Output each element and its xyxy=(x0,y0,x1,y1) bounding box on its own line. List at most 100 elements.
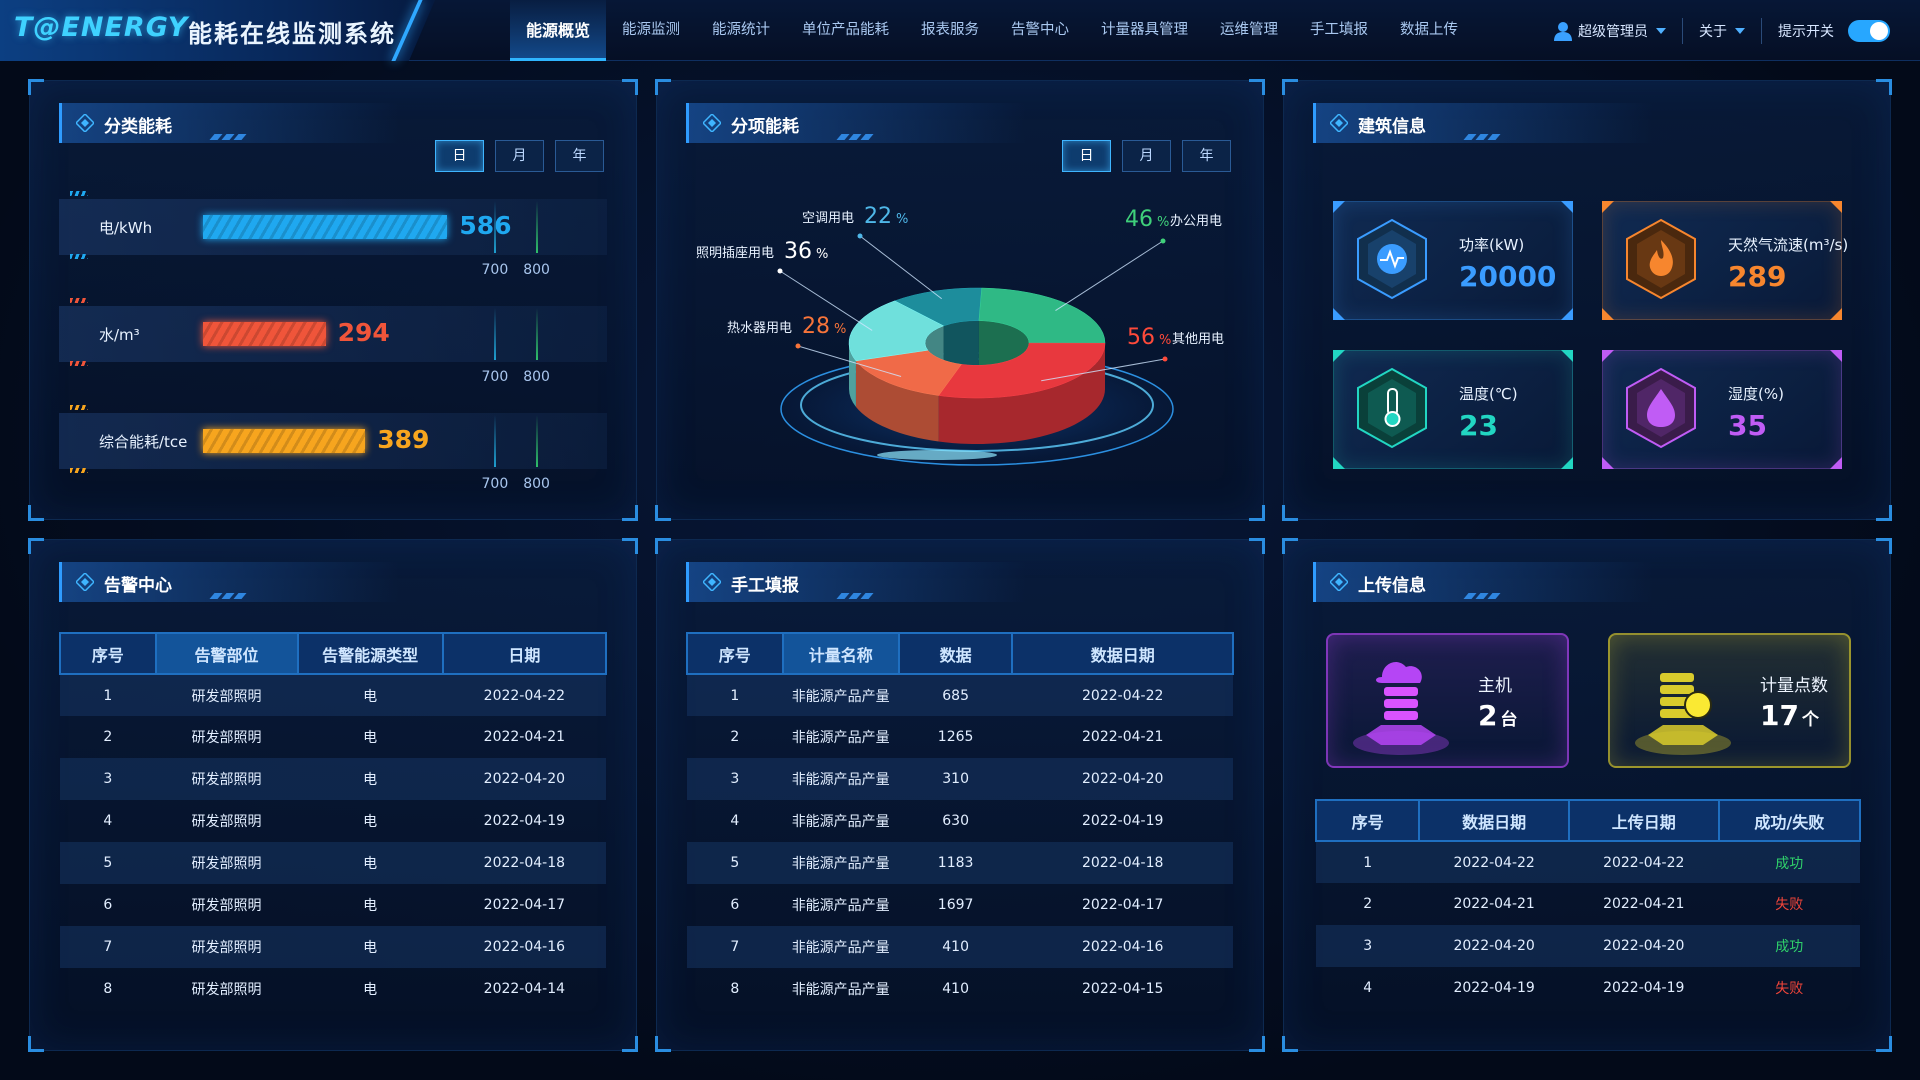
card-label: 功率(kW) xyxy=(1459,236,1525,254)
period-button[interactable]: 日 xyxy=(1062,140,1111,172)
table-cell: 2022-04-22 xyxy=(1568,841,1719,883)
title-stripe xyxy=(1487,593,1501,599)
table-cell: 研发部照明 xyxy=(191,898,262,914)
card-corner xyxy=(1830,350,1842,362)
period-button[interactable]: 年 xyxy=(1182,140,1231,172)
stack xyxy=(1660,673,1694,682)
table-cell: 电 xyxy=(363,814,378,830)
user-menu[interactable]: 超级管理员 xyxy=(1578,21,1666,41)
title-icon xyxy=(76,114,94,132)
corner-bracket xyxy=(1282,79,1298,95)
table-cell: 非能源产品产量 xyxy=(791,814,890,830)
table-body: 1 非能源产品产量 685 2022-04-22 2 非能源产品产量 1265 2022-04… xyxy=(687,674,1233,1010)
table-cell: 2022-04-20 xyxy=(1568,925,1719,967)
corner-bracket xyxy=(622,505,638,521)
glyph xyxy=(1380,249,1404,269)
table-cell: 成功 xyxy=(1718,841,1860,883)
caret xyxy=(1656,27,1666,34)
category-label: 水/m³ xyxy=(99,326,140,344)
table-cell: 研发部照明 xyxy=(155,674,298,716)
panel-title-bar: 分类能耗 xyxy=(59,103,399,143)
table-cell: 8 xyxy=(730,981,740,997)
upload-icon xyxy=(1353,662,1449,755)
column-header: 上传日期 xyxy=(1567,799,1720,842)
panel: 告警中心 序号 告警部位 告警能源类型 日期 1 研发部照明电 2022-04-22 2 研发部照… xyxy=(28,538,638,1052)
slice-unit: % xyxy=(834,322,846,337)
card-value-group: 17 个 xyxy=(1760,699,1819,732)
diamond xyxy=(1330,573,1348,591)
table-cell: 4 xyxy=(103,813,113,829)
title-stripe xyxy=(233,593,247,599)
title-icon xyxy=(1330,573,1348,591)
leader-line xyxy=(1041,358,1166,382)
about-menu[interactable]: 关于 xyxy=(1699,21,1745,41)
corner-bracket xyxy=(28,505,44,521)
nav-item[interactable]: 运维管理 xyxy=(1220,22,1279,38)
hexagon-inner xyxy=(1368,379,1416,437)
panel: 分类能耗日月年电/kWh 586 700 800 水/m³ 294 700 800 综合能耗/t… xyxy=(28,79,638,521)
tick-line xyxy=(493,201,496,253)
period-button[interactable]: 年 xyxy=(555,140,604,172)
period-button[interactable]: 月 xyxy=(495,140,544,172)
slice-unit: % xyxy=(1159,333,1171,348)
diamond xyxy=(703,114,721,132)
table-cell: 1 xyxy=(1316,841,1420,883)
column-header: 数据日期 xyxy=(1011,632,1234,675)
nav-item[interactable]: 手工填报 xyxy=(1310,22,1369,38)
card-value: 289 xyxy=(1728,260,1787,293)
table-cell: 2022-04-21 xyxy=(1082,729,1164,745)
period-button[interactable]: 月 xyxy=(1122,140,1171,172)
table-cell: 4 xyxy=(1363,980,1373,996)
card-corner xyxy=(1561,201,1573,213)
table-cell: 研发部照明 xyxy=(155,926,298,968)
table-cell: 3 xyxy=(1316,925,1420,967)
upload-icon xyxy=(1635,673,1731,755)
leader-dot xyxy=(1160,238,1166,244)
period-button[interactable]: 日 xyxy=(435,140,484,172)
table-cell: 2022-04-22 xyxy=(442,674,606,716)
table-cell: 410 xyxy=(942,981,969,997)
nav-item[interactable]: 能源统计 xyxy=(712,22,771,38)
corner-bracket xyxy=(28,538,44,554)
server xyxy=(1384,687,1418,696)
nav-item[interactable]: 计量器具管理 xyxy=(1101,22,1189,38)
table-row: 3 2022-04-20 2022-04-20 成功 xyxy=(1316,925,1860,967)
table-row: 2 非能源产品产量 1265 2022-04-21 xyxy=(687,716,1233,758)
info-card: 温度(℃) 23 xyxy=(1333,350,1573,469)
nav-item[interactable]: 报表服务 xyxy=(921,22,980,38)
header-row: 序号 数据日期 上传日期 成功/失败 xyxy=(1314,799,1862,842)
category-label: 电/kWh xyxy=(99,219,153,237)
nav-item[interactable]: 数据上传 xyxy=(1400,22,1459,38)
panel: 分项能耗日月年空调用电 22% 46% 办公用电 56% 其他用电 热水器用电 28% 照明插座… xyxy=(655,79,1265,521)
card-label: 天然气流速(m³/s) xyxy=(1728,236,1849,254)
table-cell: 5 xyxy=(60,842,156,884)
card-value: 20000 xyxy=(1459,260,1557,293)
table-cell: 1 xyxy=(60,674,156,716)
category-row xyxy=(59,306,607,362)
slice-label: 空调用电 xyxy=(802,211,854,226)
upload-card: 主机 2 台 xyxy=(1326,633,1569,768)
table-cell: 2 xyxy=(730,729,740,745)
tick-label: 700 xyxy=(481,369,509,385)
column-header: 成功/失败 xyxy=(1717,799,1862,842)
tick-label: 700 xyxy=(481,476,509,492)
table-cell: 电 xyxy=(297,758,443,800)
table-cell: 2022-04-17 xyxy=(1082,897,1164,913)
card-label: 主机 xyxy=(1478,676,1512,696)
card-corner xyxy=(1561,308,1573,320)
corner-bracket xyxy=(1282,1036,1298,1052)
panel-title: 上传信息 xyxy=(1358,576,1426,596)
nav-item[interactable]: 单位产品能耗 xyxy=(802,22,890,38)
toggle-label: 提示开关 xyxy=(1778,23,1834,40)
title-stripe xyxy=(1487,134,1501,140)
toggle[interactable] xyxy=(1848,19,1890,42)
nav-item[interactable]: 能源监测 xyxy=(622,22,681,38)
nav-item[interactable]: 能源概览 xyxy=(510,0,607,61)
nav-item[interactable]: 告警中心 xyxy=(1011,22,1070,38)
corner-bracket xyxy=(622,538,638,554)
table-cell: 研发部照明 xyxy=(155,842,298,884)
card-icon xyxy=(1626,218,1696,300)
header-row: 序号 计量名称 数据 数据日期 xyxy=(686,632,1234,675)
table-row: 5 非能源产品产量 1183 2022-04-18 xyxy=(687,842,1233,884)
